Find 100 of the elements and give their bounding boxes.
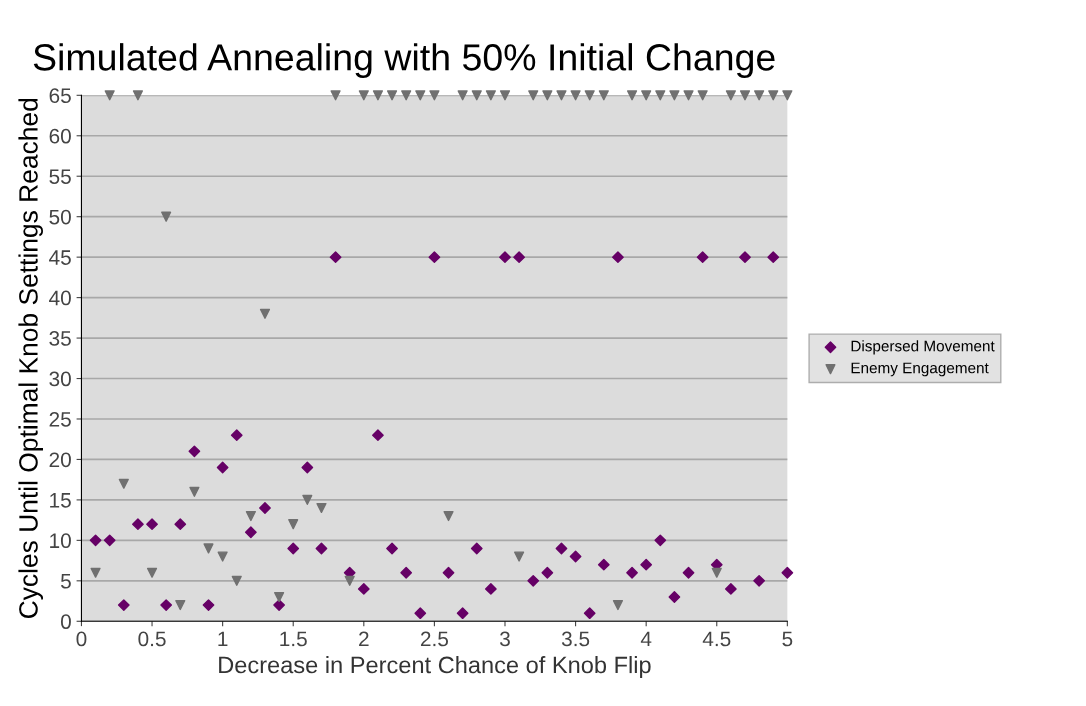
point	[287, 542, 300, 555]
point	[358, 90, 369, 101]
point	[415, 90, 426, 101]
point	[696, 251, 709, 264]
point	[555, 542, 568, 555]
point	[753, 574, 766, 587]
point	[541, 566, 554, 579]
x-tick-label: 3.5	[561, 631, 590, 647]
point	[542, 90, 553, 101]
point	[90, 567, 101, 578]
point	[754, 90, 765, 101]
point	[782, 90, 793, 101]
point	[301, 461, 314, 474]
point	[470, 542, 483, 555]
x-tick-label: 0	[76, 631, 87, 647]
point	[655, 90, 666, 101]
point	[203, 543, 214, 554]
y-tick-label: 0	[60, 614, 71, 630]
point	[175, 600, 186, 611]
y-tick-label: 10	[50, 533, 71, 549]
x-tick-label: 4	[640, 631, 652, 647]
point	[768, 90, 779, 101]
point	[556, 90, 567, 101]
x-tick-label: 1	[218, 631, 228, 647]
point	[598, 90, 609, 101]
x-tick-label: 4.5	[702, 631, 731, 647]
point	[315, 542, 328, 555]
point	[443, 510, 454, 522]
y-tick-label: 25	[49, 411, 71, 427]
point	[626, 566, 638, 579]
point	[104, 90, 115, 101]
point	[669, 90, 680, 101]
point	[739, 90, 751, 101]
point	[457, 90, 468, 101]
point	[259, 308, 271, 319]
point	[442, 566, 455, 579]
x-tick-label: 2.5	[420, 631, 449, 647]
point	[724, 583, 737, 595]
point	[514, 551, 525, 562]
point	[330, 90, 341, 101]
point	[739, 251, 751, 264]
point	[499, 251, 511, 264]
point	[202, 599, 215, 611]
point	[103, 534, 116, 547]
point	[118, 478, 129, 489]
point	[612, 600, 624, 611]
point	[584, 90, 595, 101]
point	[499, 90, 511, 101]
point	[400, 566, 413, 579]
point	[583, 607, 596, 620]
x-tick-label: 3	[499, 631, 510, 647]
point	[146, 518, 158, 531]
point	[89, 534, 102, 547]
x-tick-label: 1.5	[280, 631, 307, 647]
point	[316, 502, 327, 514]
point	[528, 90, 539, 101]
point	[117, 599, 130, 611]
y-tick-label: 40	[49, 290, 71, 306]
y-tick-label: 30	[49, 371, 71, 387]
point	[216, 461, 229, 474]
point	[597, 558, 610, 571]
point	[217, 551, 228, 562]
point	[344, 575, 355, 586]
point	[711, 567, 722, 578]
point	[273, 599, 285, 611]
point	[640, 558, 653, 571]
point	[429, 90, 440, 101]
point	[231, 575, 242, 586]
point	[471, 90, 482, 101]
point	[245, 510, 256, 522]
point	[456, 607, 469, 620]
point	[372, 429, 384, 442]
point	[188, 445, 201, 458]
point	[386, 90, 398, 101]
legend-label: Enemy Engagement	[851, 362, 989, 377]
point	[641, 90, 652, 101]
x-tick-label: 2	[359, 631, 369, 647]
point	[513, 251, 526, 264]
chart-title: Simulated Annealing with 50% Initial Change	[33, 43, 775, 79]
y-tick-label: 55	[49, 169, 71, 184]
point	[781, 566, 794, 579]
point	[372, 90, 384, 101]
point	[569, 550, 582, 563]
x-tick-label: 0.5	[138, 631, 166, 647]
point	[161, 211, 172, 222]
point	[329, 251, 342, 264]
x-axis-title: Decrease in Percent Chance of Knob Flip	[219, 655, 651, 678]
point	[485, 90, 496, 101]
y-tick-label: 45	[49, 250, 71, 265]
point	[401, 90, 412, 101]
y-tick-label: 60	[49, 128, 71, 144]
point	[654, 534, 667, 547]
y-tick-label: 35	[49, 331, 71, 346]
legend-label: Dispersed Movement	[851, 340, 995, 355]
point	[668, 591, 681, 603]
point	[302, 494, 313, 505]
point	[259, 502, 271, 514]
y-tick-label: 15	[50, 493, 71, 508]
y-axis-title: Cycles Until Optimal Knob Settings Reached	[18, 98, 43, 619]
point	[612, 251, 624, 264]
